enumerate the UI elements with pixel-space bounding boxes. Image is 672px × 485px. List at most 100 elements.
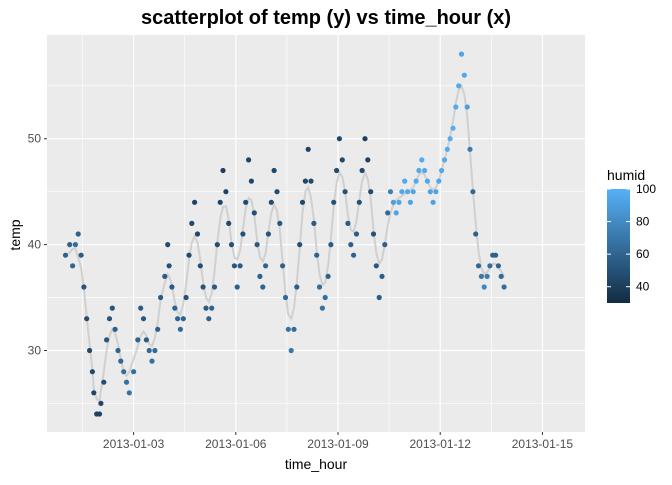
data-point: [189, 221, 194, 226]
data-point: [391, 200, 396, 205]
data-point: [382, 242, 387, 247]
data-point: [374, 263, 379, 268]
data-point: [206, 316, 211, 321]
data-point: [317, 284, 322, 289]
data-point: [334, 168, 339, 173]
x-axis-ticks: 2013-01-03 2013-01-06 2013-01-09 2013-01-12…: [103, 432, 574, 451]
data-point: [243, 200, 248, 205]
data-point: [263, 263, 268, 268]
data-point: [467, 147, 472, 152]
data-point: [328, 242, 333, 247]
data-point: [203, 306, 208, 311]
y-tick-label: 30: [28, 343, 42, 357]
data-point: [181, 316, 186, 321]
data-point: [470, 189, 475, 194]
data-point: [121, 369, 126, 374]
data-point: [218, 200, 223, 205]
data-point: [101, 380, 106, 385]
data-point: [306, 147, 311, 152]
data-point: [314, 253, 319, 258]
data-point: [459, 52, 464, 57]
data-point: [238, 263, 243, 268]
data-point: [416, 168, 421, 173]
data-point: [274, 189, 279, 194]
data-point: [303, 179, 308, 184]
x-tick-label: 2013-01-06: [205, 437, 267, 451]
data-point: [326, 274, 331, 279]
data-point: [124, 380, 129, 385]
data-point: [107, 316, 112, 321]
data-point: [201, 284, 206, 289]
legend-tick-label: 100: [636, 182, 656, 196]
data-point: [289, 348, 294, 353]
data-point: [414, 179, 419, 184]
data-point: [104, 337, 109, 342]
data-point: [240, 231, 245, 236]
chart-title: scatterplot of temp (y) vs time_hour (x): [141, 7, 511, 29]
data-point: [499, 274, 504, 279]
x-tick-label: 2013-01-03: [103, 437, 165, 451]
data-point: [408, 200, 413, 205]
legend-tick-label: 40: [636, 280, 650, 294]
data-point: [442, 157, 447, 162]
data-point: [223, 189, 228, 194]
y-axis-title: temp: [7, 219, 23, 250]
data-point: [396, 200, 401, 205]
data-point: [337, 136, 342, 141]
data-point: [184, 295, 189, 300]
data-point: [257, 274, 262, 279]
data-point: [487, 263, 492, 268]
data-point: [141, 316, 146, 321]
data-point: [385, 210, 390, 215]
data-point: [450, 126, 455, 131]
data-point: [351, 253, 356, 258]
data-point: [63, 253, 68, 258]
data-point: [73, 242, 78, 247]
data-point: [311, 221, 316, 226]
legend-tick-label: 60: [636, 247, 650, 261]
data-point: [476, 263, 481, 268]
data-point: [255, 242, 260, 247]
data-point: [340, 157, 345, 162]
data-point: [428, 189, 433, 194]
data-point: [269, 200, 274, 205]
data-point: [70, 263, 75, 268]
data-point: [209, 306, 214, 311]
data-point: [297, 242, 302, 247]
data-point: [291, 327, 296, 332]
data-point: [192, 200, 197, 205]
data-point: [453, 104, 458, 109]
data-point: [249, 179, 254, 184]
data-point: [175, 316, 180, 321]
data-point: [67, 242, 72, 247]
data-point: [448, 136, 453, 141]
data-point: [147, 348, 152, 353]
y-axis-ticks: 30 40 50: [28, 132, 47, 358]
x-tick-label: 2013-01-09: [307, 437, 369, 451]
data-point: [246, 157, 251, 162]
data-point: [87, 348, 92, 353]
legend-tick-label: 80: [636, 215, 650, 229]
data-point: [220, 168, 225, 173]
data-point: [232, 263, 237, 268]
x-tick-label: 2013-01-15: [512, 437, 574, 451]
data-point: [433, 189, 438, 194]
data-point: [360, 168, 365, 173]
data-point: [365, 157, 370, 162]
data-point: [354, 231, 359, 236]
data-point: [323, 295, 328, 300]
data-point: [198, 263, 203, 268]
data-point: [399, 189, 404, 194]
data-point: [155, 327, 160, 332]
legend-colorbar: [607, 189, 630, 303]
data-point: [493, 253, 498, 258]
data-point: [215, 242, 220, 247]
data-point: [131, 369, 136, 374]
data-point: [235, 284, 240, 289]
data-point: [272, 168, 277, 173]
data-point: [479, 274, 484, 279]
data-point: [485, 274, 490, 279]
data-point: [113, 327, 118, 332]
data-point: [496, 263, 501, 268]
